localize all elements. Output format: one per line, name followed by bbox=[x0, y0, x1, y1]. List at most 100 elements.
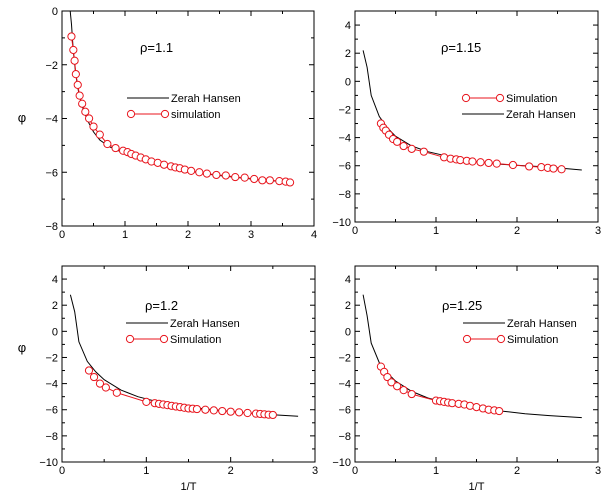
x-tick-label: 2 bbox=[514, 465, 520, 477]
simulation-point bbox=[472, 403, 481, 412]
y-tick-label: 0 bbox=[52, 326, 58, 338]
x-tick-label: 3 bbox=[595, 465, 601, 477]
simulation-point bbox=[112, 388, 121, 397]
simulation-point bbox=[407, 144, 416, 153]
simulation-point bbox=[268, 410, 277, 420]
x-tick-label: 0 bbox=[352, 465, 358, 477]
legend-label: Zerah Hansen bbox=[171, 93, 241, 105]
simulation-point bbox=[393, 382, 402, 391]
y-tick-label: −4 bbox=[45, 379, 58, 391]
simulation-point bbox=[202, 169, 211, 178]
legend-label: Simulation bbox=[170, 334, 221, 346]
y-tick-label: −10 bbox=[39, 457, 58, 469]
x-tick-label: 2 bbox=[228, 465, 234, 477]
y-tick-label: 0 bbox=[345, 76, 351, 88]
simulation-point bbox=[192, 404, 202, 414]
simulation-point bbox=[243, 408, 252, 418]
y-tick-label: −2 bbox=[338, 352, 351, 364]
simulation-point bbox=[492, 159, 501, 168]
x-tick-label: 0 bbox=[59, 229, 65, 241]
simulation-point bbox=[468, 157, 477, 166]
y-tick-label: −2 bbox=[45, 60, 58, 72]
y-tick-label: −6 bbox=[338, 405, 351, 417]
simulation-point bbox=[95, 379, 105, 388]
legend-label: simulation bbox=[171, 109, 221, 121]
simulation-point bbox=[187, 166, 196, 176]
x-tick-label: 3 bbox=[248, 229, 254, 241]
density-annotation: ρ=1.25 bbox=[442, 298, 482, 313]
y-tick-label: −4 bbox=[338, 133, 351, 145]
y-tick-label: 4 bbox=[52, 274, 58, 286]
x-tick-label: 0 bbox=[352, 225, 358, 237]
y-tick-label: −10 bbox=[332, 457, 351, 469]
y-tick-label: 4 bbox=[345, 20, 351, 32]
simulation-point bbox=[201, 405, 210, 414]
y-tick-label: −8 bbox=[45, 431, 58, 443]
legend-marker bbox=[462, 334, 472, 344]
density-annotation: ρ=1.1 bbox=[140, 40, 173, 55]
y-tick-label: −8 bbox=[338, 189, 351, 201]
panel-top-left: 0 1 2 3 4 0 −2 −4 −6 −8 ρ=1.1 Zerah Hansen simulatio… bbox=[18, 6, 317, 241]
legend-marker bbox=[160, 109, 170, 119]
y-axis-title: φ bbox=[18, 110, 26, 125]
y-tick-label: −6 bbox=[338, 161, 351, 173]
y-tick-label: 2 bbox=[345, 300, 351, 312]
simulation-point bbox=[407, 389, 416, 399]
density-annotation: ρ=1.2 bbox=[145, 298, 178, 313]
legend-marker bbox=[125, 334, 135, 344]
simulation-point bbox=[399, 141, 408, 151]
simulation-point bbox=[69, 45, 78, 55]
y-tick-label: −2 bbox=[45, 352, 58, 364]
simulation-point bbox=[101, 383, 110, 392]
x-tick-label: 2 bbox=[185, 229, 191, 241]
simulation-point bbox=[111, 143, 120, 153]
simulation-point bbox=[81, 107, 90, 116]
legend-marker bbox=[126, 109, 136, 119]
y-tick-label: −6 bbox=[45, 405, 58, 417]
simulation-point bbox=[95, 130, 104, 139]
legend-marker bbox=[495, 93, 505, 103]
legend-label: Zerah Hansen bbox=[507, 318, 577, 330]
simulation-point bbox=[67, 32, 76, 41]
simulation-point bbox=[250, 174, 259, 184]
x-tick-label: 1 bbox=[433, 225, 439, 237]
simulation-point bbox=[71, 70, 80, 79]
simulation-point bbox=[78, 99, 87, 108]
plot-frame bbox=[61, 265, 316, 463]
simulation-point bbox=[84, 366, 94, 375]
simulation-point bbox=[221, 171, 230, 180]
simulation-point bbox=[265, 176, 274, 185]
simulation-point bbox=[465, 401, 475, 410]
simulation-point bbox=[240, 173, 249, 182]
simulation-point bbox=[495, 406, 504, 416]
zerah-hansen-line bbox=[362, 294, 582, 419]
x-tick-label: 3 bbox=[312, 465, 318, 477]
simulation-point bbox=[218, 406, 227, 416]
simulation-point bbox=[159, 160, 169, 169]
x-tick-label: 0 bbox=[59, 465, 65, 477]
x-tick-label: 1 bbox=[143, 465, 149, 477]
simulation-point bbox=[399, 386, 408, 395]
simulation-point bbox=[440, 153, 449, 162]
y-tick-label: −8 bbox=[338, 431, 351, 443]
x-tick-label: 1 bbox=[433, 465, 439, 477]
density-annotation: ρ=1.15 bbox=[441, 40, 481, 55]
y-tick-label: −10 bbox=[332, 217, 351, 229]
simulation-point bbox=[525, 162, 534, 171]
panel-top-right: 0 1 2 3 4 2 0 −2 −4 −6 −8 −10 ρ=1.15 Simulation Zerah … bbox=[332, 10, 601, 237]
y-tick-label: −4 bbox=[338, 379, 351, 391]
y-tick-label: −2 bbox=[338, 104, 351, 116]
panel-bottom-right: 0 1 2 3 4 2 0 −2 −4 −6 −8 −10 ρ=1.25 Zerah Hansen Simu… bbox=[332, 265, 601, 493]
simulation-point bbox=[195, 168, 204, 177]
simulation-point bbox=[84, 114, 94, 123]
simulation-point bbox=[285, 178, 295, 187]
simulation-point bbox=[142, 397, 151, 406]
simulation-point bbox=[89, 122, 98, 131]
plot-frame bbox=[354, 265, 599, 463]
simulation-point bbox=[226, 407, 235, 416]
simulation-point bbox=[387, 378, 396, 387]
panel-bottom-left: 0 1 2 3 4 2 0 −2 −4 −6 −8 −10 ρ=1.2 Zerah Hansen Simul… bbox=[18, 265, 318, 493]
y-tick-label: 0 bbox=[345, 326, 351, 338]
y-tick-label: −4 bbox=[45, 114, 58, 126]
